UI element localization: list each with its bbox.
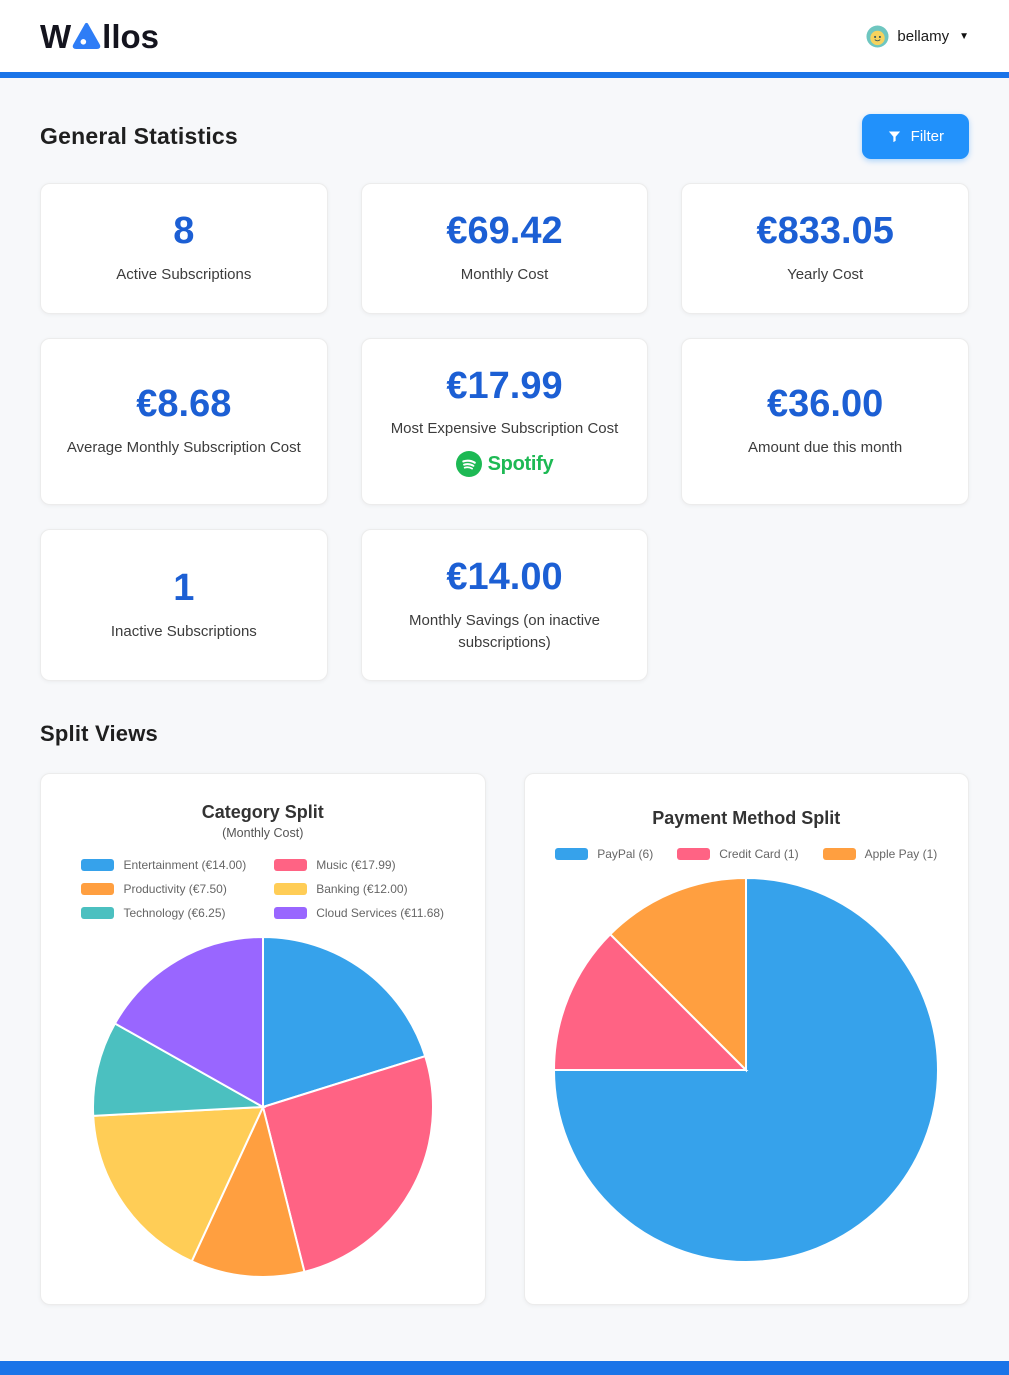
stat-value: 1 bbox=[173, 566, 195, 609]
category-split-legend: Entertainment (€14.00) Music (€17.99) Prod… bbox=[81, 858, 444, 920]
stat-label: Monthly Savings (on inactive subscriptio… bbox=[409, 611, 600, 651]
header-accent-bar bbox=[0, 72, 1009, 78]
legend-item[interactable]: Cloud Services (€11.68) bbox=[274, 906, 444, 920]
filter-button[interactable]: Filter bbox=[861, 114, 969, 159]
stats-grid: 8 Active Subscriptions €69.42 Monthly Co… bbox=[40, 183, 969, 682]
payment-method-split-pie-chart[interactable] bbox=[551, 875, 941, 1265]
legend-swatch bbox=[274, 883, 308, 896]
legend-item[interactable]: PayPal (6) bbox=[555, 847, 653, 861]
legend-item[interactable]: Apple Pay (1) bbox=[822, 847, 938, 862]
stat-value: 8 bbox=[173, 210, 195, 252]
chart-title: Payment Method Split bbox=[652, 808, 841, 829]
pie-slice[interactable] bbox=[261, 936, 427, 1109]
logo-text: llos bbox=[102, 17, 160, 55]
legend-label: Apple Pay (1) bbox=[864, 847, 938, 862]
legend-swatch bbox=[81, 859, 115, 872]
avatar bbox=[866, 24, 889, 48]
stat-card-monthly-cost: €69.42 Monthly Cost bbox=[360, 183, 649, 314]
stat-label: Active Subscriptions bbox=[116, 265, 252, 283]
footer-accent-bar bbox=[0, 1361, 1009, 1375]
stat-card-yearly-cost: €833.05 Yearly Cost bbox=[681, 183, 969, 314]
stat-label: Average Monthly Subscription Cost bbox=[66, 438, 301, 456]
legend-swatch bbox=[555, 848, 589, 861]
stat-label: Yearly Cost bbox=[787, 265, 864, 283]
legend-item[interactable]: Entertainment (€14.00) bbox=[81, 858, 246, 872]
legend-swatch bbox=[822, 848, 856, 861]
charts-row: Category Split (Monthly Cost) Entertainm… bbox=[40, 773, 969, 1306]
spotify-wordmark: Spotify bbox=[487, 452, 554, 475]
stat-card-amount-due: €36.00 Amount due this month bbox=[681, 337, 969, 506]
stat-card-average-monthly-cost: €8.68 Average Monthly Subscription Cost bbox=[40, 337, 328, 506]
legend-swatch bbox=[274, 859, 308, 872]
stat-value: €833.05 bbox=[756, 210, 894, 252]
legend-label: Technology (€6.25) bbox=[123, 906, 226, 921]
user-menu[interactable]: bellamy ▼ bbox=[866, 24, 969, 48]
pie-slice[interactable] bbox=[261, 1055, 434, 1274]
legend-label: Entertainment (€14.00) bbox=[123, 858, 247, 873]
legend-item[interactable]: Credit Card (1) bbox=[677, 847, 799, 862]
pie-slice[interactable] bbox=[113, 936, 264, 1110]
stat-value: €17.99 bbox=[446, 364, 563, 407]
stat-card-inactive-subscriptions: 1 Inactive Subscriptions bbox=[40, 529, 328, 682]
stat-value: €8.68 bbox=[136, 383, 232, 426]
pie-slice[interactable] bbox=[190, 1104, 306, 1279]
legend-label: Cloud Services (€11.68) bbox=[316, 906, 445, 921]
legend-swatch bbox=[81, 883, 115, 896]
pie-slice[interactable] bbox=[553, 877, 940, 1264]
stat-card-most-expensive-subscription: €17.99 Most Expensive Subscription Cost … bbox=[360, 337, 649, 506]
legend-item[interactable]: Music (€17.99) bbox=[274, 858, 444, 872]
pie-slice[interactable] bbox=[91, 1022, 267, 1118]
legend-label: Credit Card (1) bbox=[719, 847, 799, 862]
general-statistics-title: General Statistics bbox=[40, 123, 238, 149]
main-content: General Statistics Filter 8 Active Subsc… bbox=[0, 78, 1009, 1361]
payment-method-split-legend: PayPal (6) Credit Card (1) Apple Pay (1) bbox=[555, 847, 937, 861]
payment-method-split-card: Payment Method Split PayPal (6) Credit Ca… bbox=[523, 773, 969, 1306]
wallos-triangle-icon bbox=[72, 22, 101, 49]
stat-label: Inactive Subscriptions bbox=[110, 622, 257, 640]
legend-label: Productivity (€7.50) bbox=[123, 882, 227, 897]
username: bellamy bbox=[897, 27, 950, 45]
category-split-card: Category Split (Monthly Cost) Entertainm… bbox=[40, 773, 486, 1306]
legend-swatch bbox=[677, 848, 711, 861]
pie-slice[interactable] bbox=[609, 877, 748, 1073]
legend-item[interactable]: Banking (€12.00) bbox=[274, 882, 444, 896]
chart-subtitle: (Monthly Cost) bbox=[222, 826, 304, 841]
app-header: W llos bellamy ▼ bbox=[0, 0, 1009, 72]
filter-funnel-icon bbox=[888, 131, 900, 143]
app-logo[interactable]: W llos bbox=[40, 20, 159, 53]
category-split-pie-chart[interactable] bbox=[90, 934, 436, 1280]
legend-item[interactable]: Productivity (€7.50) bbox=[81, 882, 246, 896]
stat-label: Most Expensive Subscription Cost bbox=[390, 420, 619, 438]
legend-label: Banking (€12.00) bbox=[316, 882, 408, 897]
legend-swatch bbox=[81, 907, 115, 920]
stat-value: €36.00 bbox=[767, 383, 884, 426]
stat-card-active-subscriptions: 8 Active Subscriptions bbox=[40, 183, 328, 314]
stat-value: €14.00 bbox=[446, 556, 563, 599]
logo-text: W bbox=[40, 17, 72, 55]
legend-swatch bbox=[274, 907, 308, 920]
split-views-title: Split Views bbox=[40, 721, 158, 747]
legend-item[interactable]: Technology (€6.25) bbox=[81, 906, 246, 920]
stat-value: €69.42 bbox=[446, 210, 563, 252]
stat-card-monthly-savings: €14.00 Monthly Savings (on inactive subs… bbox=[360, 529, 649, 682]
pie-slice[interactable] bbox=[91, 1106, 265, 1264]
stat-label: Monthly Cost bbox=[460, 265, 549, 283]
spotify-icon bbox=[455, 451, 482, 478]
legend-label: Music (€17.99) bbox=[316, 858, 396, 873]
legend-label: PayPal (6) bbox=[597, 847, 654, 862]
filter-button-label: Filter bbox=[910, 128, 944, 145]
chevron-down-icon: ▼ bbox=[959, 30, 969, 42]
chart-title: Category Split bbox=[201, 802, 324, 823]
pie-slice[interactable] bbox=[553, 933, 749, 1072]
stat-label: Amount due this month bbox=[748, 438, 903, 456]
spotify-logo: Spotify bbox=[455, 451, 554, 478]
